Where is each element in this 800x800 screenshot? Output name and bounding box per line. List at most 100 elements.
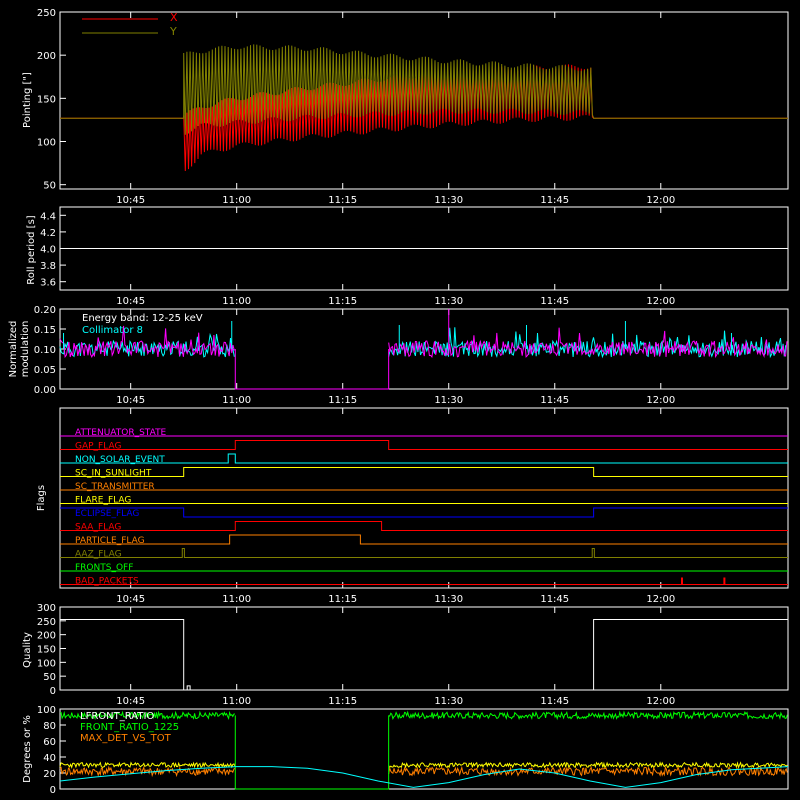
cyan-angle-line	[59, 766, 789, 788]
y-tick-label: 300	[37, 603, 56, 614]
x-tick-label: 11:45	[540, 594, 569, 605]
flag-label: GAP_FLAG	[75, 442, 121, 452]
flag-line	[60, 467, 788, 477]
x-tick-label: 12:00	[646, 296, 675, 307]
legend-y-label: Y	[169, 25, 177, 38]
panel-quality-plot	[60, 619, 788, 691]
panel-modulation-ylabel-1: Normalized	[8, 321, 19, 378]
y-tick-label: 250	[37, 8, 56, 19]
flag-label: PARTICLE_FLAG	[75, 536, 145, 546]
y-tick-label: 4.4	[40, 211, 56, 222]
x-tick-label: 11:00	[222, 395, 251, 406]
panel-flags-plot: ATTENUATOR_STATE GAP_FLAG NON_SOLAR_EVENT S…	[60, 428, 788, 587]
flag-line	[60, 507, 788, 518]
x-tick-label: 12:00	[646, 395, 675, 406]
legend-energy-band: Energy band: 12-25 keV	[82, 313, 203, 324]
panel-roll-xticks: 10:45 11:00 11:15 11:30 11:45 12:00	[116, 207, 675, 307]
x-tick-label: 12:00	[646, 696, 675, 707]
y-tick-label: 200	[37, 631, 56, 642]
x-tick-label: 11:15	[328, 696, 357, 707]
x-tick-label: 12:00	[646, 195, 675, 206]
legend-x-label: X	[170, 11, 178, 24]
flag-label: BAD_PACKETS	[75, 577, 139, 587]
x-tick-label: 11:45	[540, 296, 569, 307]
legend-lfront: LFRONT_RATIO	[80, 711, 154, 722]
y-tick-label: 20	[43, 769, 56, 780]
panel-modulation-plot	[59, 309, 788, 390]
y-tick-label: 40	[43, 753, 56, 764]
flag-label: SC_IN_SUNLIGHT	[75, 469, 152, 479]
x-tick-label: 11:15	[328, 594, 357, 605]
x-tick-label: 11:00	[222, 594, 251, 605]
flag-label: SC_TRANSMITTER	[75, 482, 155, 492]
y-tick-label: 0.05	[34, 365, 56, 376]
x-tick-label: 11:30	[434, 594, 463, 605]
panel-quality-xticks: 10:45 11:00 11:15 11:30 11:45 12:00	[116, 607, 675, 707]
flag-label: NON_SOLAR_EVENT	[75, 455, 165, 465]
y-tick-label: 0	[50, 686, 56, 697]
y-tick-label: 150	[37, 94, 56, 105]
panel-roll-yticks: 3.6 3.8 4.0 4.2 4.4	[40, 211, 66, 289]
panel-roll-ylabel: Roll period [s]	[26, 215, 37, 284]
panel-degrees-frame	[59, 708, 789, 790]
y-tick-label: 100	[37, 705, 56, 716]
y-tick-label: 100	[37, 138, 56, 149]
legend-pointing: X Y	[82, 11, 178, 38]
panel-pointing-plot	[60, 44, 788, 172]
x-tick-label: 11:45	[540, 696, 569, 707]
flag-label: FLARE_FLAG	[75, 496, 131, 506]
y-tick-label: 4.0	[40, 245, 56, 256]
flag-line	[60, 548, 788, 558]
panel-modulation-ylabel-2: modulation	[20, 321, 31, 378]
flag-label: FRONTS_OFF	[75, 563, 133, 573]
panel-modulation: Normalized modulation 0.000.050.100.150.…	[8, 305, 789, 406]
modulation-magenta-line	[59, 325, 788, 359]
y-tick-label: 60	[43, 737, 56, 748]
max-det-orange-line	[59, 765, 788, 778]
panel-flags-frame	[59, 407, 789, 589]
x-tick-label: 10:45	[116, 296, 145, 307]
x-tick-label: 11:30	[434, 195, 463, 206]
panel-pointing-yticks: 50 100 150 200 250	[37, 8, 66, 192]
panel-roll: Roll period [s] 3.6 3.8 4.0 4.2 4.4 10:45 11:…	[26, 206, 789, 307]
flag-label: ECLIPSE_FLAG	[75, 509, 139, 519]
panel-pointing-ylabel: Pointing ["]	[22, 72, 33, 128]
x-tick-label: 11:45	[540, 195, 569, 206]
panel-pointing-xticks: 10:45 11:00 11:15 11:30 11:45 12:00	[116, 12, 675, 206]
x-tick-label: 11:00	[222, 696, 251, 707]
y-tick-label: 3.8	[40, 261, 56, 272]
flag-label: AAZ_FLAG	[75, 550, 122, 560]
flag-line	[60, 440, 788, 450]
x-tick-label: 11:30	[434, 395, 463, 406]
panel-flags: Flags 10:45 11:00 11:15 11:30 11:45 12:00 ATT…	[36, 407, 789, 605]
legend-modulation: Energy band: 12-25 keV Collimator 8	[82, 313, 203, 336]
quality-line	[60, 619, 788, 691]
y-tick-label: 3.6	[40, 278, 56, 289]
y-tick-label: 250	[37, 617, 56, 628]
x-tick-label: 10:45	[116, 395, 145, 406]
x-tick-label: 10:45	[116, 195, 145, 206]
y-tick-label: 0	[50, 785, 56, 796]
front-ratio-green-line	[59, 710, 788, 721]
panel-pointing-frame	[59, 11, 789, 190]
panel-modulation-yticks: 0.00 0.05 0.10 0.15 0.20	[34, 305, 66, 396]
x-tick-label: 10:45	[116, 696, 145, 707]
y-tick-label: 80	[43, 721, 56, 732]
x-tick-label: 11:15	[328, 296, 357, 307]
panel-flags-ylabel: Flags	[36, 485, 47, 511]
series-y-line	[60, 44, 788, 135]
panel-pointing: Pointing ["] 50 100 150 200 250 10:45 11:00 11…	[22, 8, 789, 206]
x-tick-label: 11:30	[434, 296, 463, 307]
x-tick-label: 11:15	[328, 195, 357, 206]
legend-degrees: LFRONT_RATIO FRONT_RATIO_1225 MAX_DET_VS…	[80, 711, 179, 744]
x-tick-label: 11:00	[222, 296, 251, 307]
y-tick-label: 50	[43, 181, 56, 192]
panel-degrees-ylabel: Degrees or %	[22, 715, 33, 783]
flag-line	[60, 521, 788, 531]
panel-quality: Quality 0 50 100 150 200 250 300 10:45 11:00 11:…	[22, 603, 789, 707]
y-tick-label: 200	[37, 51, 56, 62]
y-tick-label: 4.2	[40, 228, 56, 239]
y-tick-label: 0.00	[34, 385, 56, 396]
x-tick-label: 11:15	[328, 395, 357, 406]
